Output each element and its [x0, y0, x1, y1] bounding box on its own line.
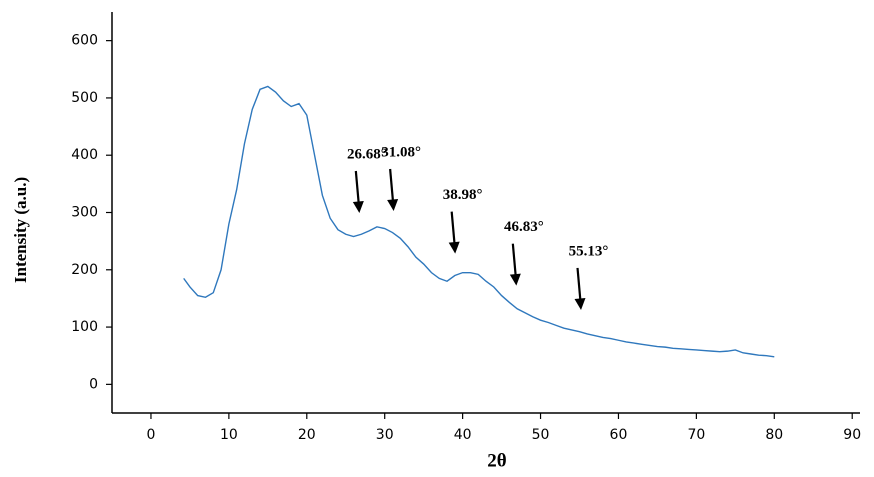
- annotation-arrow: [354, 170, 360, 206]
- x-tick-label: 0: [146, 427, 155, 443]
- y-axis-title: Intensity (a.u.): [11, 177, 30, 283]
- x-tick-label: 90: [843, 427, 861, 443]
- arrow-head: [387, 199, 399, 212]
- arrow-head: [509, 273, 521, 286]
- arrow-head: [574, 297, 586, 310]
- arrow-head: [448, 241, 460, 254]
- x-tick-label: 30: [376, 427, 394, 443]
- x-tick-label: 20: [298, 427, 316, 443]
- y-tick-label: 0: [89, 376, 98, 392]
- x-tick-label: 10: [220, 427, 238, 443]
- annotation-arrow: [576, 267, 582, 303]
- y-tick-label: 200: [71, 262, 98, 278]
- annotation-arrow: [389, 168, 395, 204]
- x-tick-label: 60: [610, 427, 628, 443]
- y-tick-label: 500: [71, 90, 98, 106]
- x-tick-label: 80: [765, 427, 783, 443]
- x-tick-label: 50: [532, 427, 550, 443]
- arrow-head: [352, 201, 364, 214]
- data-line: [183, 85, 775, 358]
- annotation-label: 38.98°: [443, 187, 483, 203]
- annotation-arrow: [450, 211, 456, 246]
- annotation-label: 55.13°: [569, 243, 609, 259]
- y-tick-label: 300: [71, 205, 98, 221]
- x-tick-label: 70: [687, 427, 705, 443]
- y-tick-label: 600: [71, 33, 98, 49]
- annotation-label: 26.68°: [347, 146, 387, 162]
- annotation-label: 31.08°: [381, 144, 421, 160]
- annotation-arrow: [511, 243, 517, 278]
- x-axis-title: 2θ: [487, 450, 507, 471]
- x-tick-label: 40: [454, 427, 472, 443]
- y-tick-label: 400: [71, 147, 98, 163]
- y-tick-label: 100: [71, 319, 98, 335]
- annotation-label: 46.83°: [504, 219, 544, 235]
